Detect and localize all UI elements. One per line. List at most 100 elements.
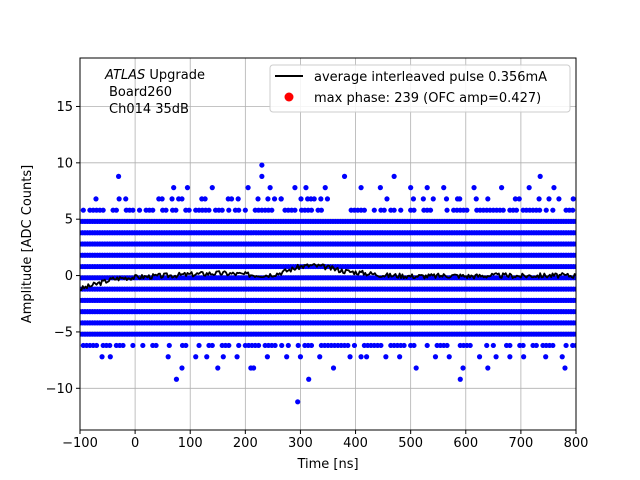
- channel-label: Ch014 35dB: [109, 102, 189, 117]
- x-tick-label: 800: [564, 436, 589, 451]
- sample-point: [136, 207, 143, 213]
- sample-point: [317, 354, 323, 360]
- sample-point: [457, 376, 463, 382]
- sample-point: [550, 342, 556, 349]
- sample-point: [493, 354, 499, 360]
- y-tick-label: 15: [56, 100, 73, 115]
- sample-point: [242, 207, 248, 213]
- sample-point: [347, 354, 353, 360]
- sample-point: [159, 196, 165, 202]
- sample-point: [297, 354, 304, 360]
- sample-point: [543, 207, 549, 213]
- sample-point: [499, 185, 505, 191]
- sample-point: [265, 196, 271, 202]
- sample-point: [391, 207, 397, 213]
- sample-point: [550, 207, 556, 213]
- sample-point: [454, 196, 461, 202]
- x-tick-label: 600: [453, 436, 478, 451]
- sample-point: [226, 342, 232, 349]
- svg-text:ATLAS Upgrade: ATLAS Upgrade: [104, 68, 205, 83]
- sample-point: [420, 196, 426, 202]
- blue-sample-points: [80, 162, 576, 405]
- sample-point: [202, 196, 208, 202]
- sample-point: [306, 376, 312, 382]
- sample-point: [460, 365, 466, 371]
- sample-point: [573, 342, 576, 349]
- sample-point: [179, 365, 185, 371]
- x-tick-label: 300: [288, 436, 313, 451]
- sample-point: [226, 207, 232, 213]
- sample-point: [476, 354, 483, 360]
- x-tick-label: 700: [508, 436, 533, 451]
- sample-point: [272, 342, 278, 349]
- sample-point: [485, 196, 491, 202]
- sample-point: [573, 286, 576, 292]
- sample-point: [219, 207, 225, 213]
- sample-point: [206, 207, 212, 213]
- sample-point: [573, 230, 576, 236]
- sample-point: [120, 342, 126, 349]
- sample-point: [171, 185, 177, 191]
- sample-point: [573, 218, 576, 225]
- average-pulse-line-group: [80, 263, 576, 292]
- sample-point: [215, 365, 221, 371]
- sample-point: [411, 207, 417, 213]
- sample-point: [573, 309, 576, 315]
- sample-point: [255, 342, 262, 349]
- sample-point: [513, 207, 520, 213]
- sample-point: [533, 342, 539, 349]
- sample-point: [516, 196, 522, 202]
- x-tick-label: 500: [398, 436, 423, 451]
- sample-point: [220, 354, 226, 360]
- sample-point: [267, 185, 273, 191]
- sample-point: [169, 196, 175, 202]
- sample-point: [318, 207, 324, 213]
- sample-point: [322, 185, 328, 191]
- sample-point: [303, 185, 309, 191]
- sample-point: [563, 342, 569, 349]
- legend-marker-max-phase: [284, 92, 294, 102]
- sample-point: [573, 241, 576, 247]
- sample-point: [500, 207, 506, 213]
- sample-point: [559, 354, 565, 360]
- sample-point: [196, 342, 202, 349]
- x-tick-label: 0: [131, 436, 139, 451]
- sample-point: [430, 196, 436, 202]
- sample-point: [473, 196, 479, 202]
- sample-point: [381, 207, 387, 213]
- sample-point: [424, 185, 430, 191]
- sample-point: [341, 173, 348, 179]
- sample-point: [573, 297, 576, 303]
- sample-point: [278, 196, 284, 202]
- sample-point: [490, 342, 496, 349]
- atlas-annotation: ATLAS Upgrade Board260 Ch014 35dB: [104, 68, 205, 117]
- sample-point: [259, 162, 265, 168]
- sample-point: [292, 207, 298, 213]
- x-tick-label: 200: [233, 436, 258, 451]
- sample-point: [536, 196, 542, 202]
- x-tick-label: −100: [62, 436, 98, 451]
- sample-point: [384, 196, 390, 202]
- sample-point: [80, 207, 86, 213]
- legend: average interleaved pulse 0.356mA max ph…: [269, 64, 571, 113]
- sample-point: [284, 354, 290, 360]
- atlas-label: ATLAS: [104, 68, 145, 83]
- y-tick-label: −5: [54, 325, 73, 340]
- sample-point: [361, 207, 367, 213]
- sample-point: [520, 342, 526, 349]
- sample-point: [130, 207, 136, 213]
- sample-point: [93, 342, 100, 349]
- sample-point: [397, 354, 403, 360]
- sample-point: [570, 196, 576, 202]
- sample-point: [441, 185, 447, 191]
- sample-point: [378, 342, 384, 349]
- sample-point: [308, 342, 315, 349]
- sample-point: [130, 342, 136, 349]
- sample-point: [464, 207, 470, 213]
- sample-point: [264, 354, 270, 360]
- sample-point: [236, 207, 242, 213]
- sample-point: [113, 207, 119, 213]
- sample-point: [166, 342, 172, 349]
- sample-point: [269, 207, 275, 213]
